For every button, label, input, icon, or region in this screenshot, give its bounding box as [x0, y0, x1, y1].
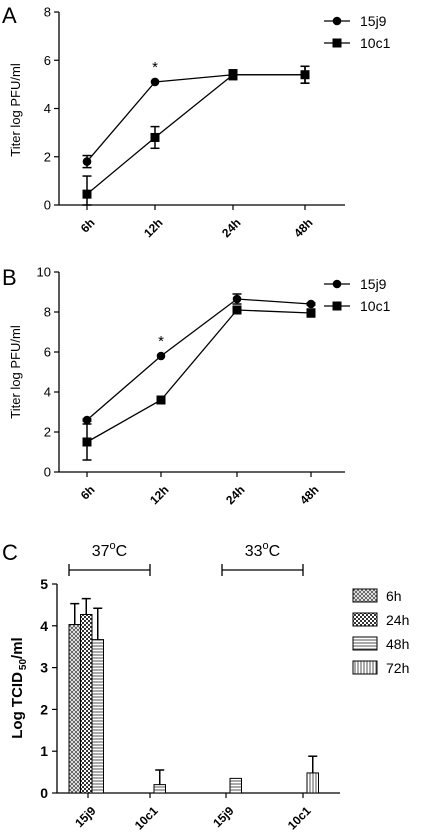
legend-swatch: [352, 660, 378, 675]
panel-b-label: B: [2, 265, 17, 290]
group-label-base: 33: [245, 543, 263, 560]
y-tick-label: 0: [44, 465, 51, 480]
bar-24h: [80, 614, 93, 794]
y-tick-label: 8: [44, 305, 51, 320]
group-label-sup: o: [110, 540, 116, 552]
point-15j9: [82, 415, 92, 425]
legend-marker-circle: [332, 279, 342, 289]
x-tick-label: 48h: [291, 216, 316, 241]
y-tick-label: 0: [44, 198, 51, 213]
panel-a-ylabel: Titer log PFU/ml: [8, 63, 23, 157]
legend-marker-circle: [332, 16, 342, 26]
point-10c1: [232, 305, 242, 315]
x-tick-label: 15j9: [72, 803, 99, 830]
y-tick-label: 2: [44, 425, 51, 440]
y-tick-label: 2: [44, 149, 51, 164]
panel-a-plot: 0 2 4 6 8 6h 12h 24h 48h * 15j9 10c1: [44, 5, 391, 241]
y-tick-label: 8: [44, 5, 51, 20]
x-tick-label: 12h: [147, 483, 172, 508]
x-tick-label: 6h: [78, 483, 98, 503]
point-10c1: [228, 70, 238, 80]
panel-c-ylabel-main: Log TCID: [9, 672, 26, 739]
legend-label: 48h: [386, 636, 409, 652]
panel-c-label: C: [2, 540, 18, 565]
group-label-base: 37: [92, 543, 110, 560]
point-10c1: [82, 189, 92, 199]
panel-c-ylabel-text: Log TCID50/ml: [9, 637, 29, 738]
point-15j9: [150, 77, 160, 87]
legend-label: 24h: [386, 612, 409, 628]
point-15j9: [232, 294, 242, 304]
legend-label: 10c1: [360, 298, 391, 314]
series-line-15j9: [86, 74, 305, 162]
y-tick-label: 5: [40, 576, 48, 592]
panel-c: C Log TCID50/ml 0 1 2 3 4 5 15j9 10c1 15j9 10c1 37…: [2, 540, 409, 832]
group-label: 33oC: [245, 540, 280, 560]
y-tick-label: 0: [40, 785, 48, 801]
panel-c-ylabel: Log TCID50/ml: [9, 637, 29, 738]
x-tick-label: 24h: [223, 483, 248, 508]
x-tick-label: 24h: [219, 216, 244, 241]
point-10c1: [150, 132, 160, 142]
x-tick-label: 12h: [141, 216, 166, 241]
legend-label: 10c1: [360, 35, 391, 51]
legend-label: 6h: [386, 588, 402, 604]
panel-c-ylabel-suffix: /ml: [9, 637, 26, 659]
y-tick-label: 1: [40, 743, 48, 759]
x-tick-label: 15j9: [210, 803, 237, 830]
point-10c1: [306, 308, 316, 318]
bar-48h: [153, 784, 166, 794]
group-label-unit: C: [116, 543, 128, 560]
legend-swatch: [352, 612, 378, 627]
panel-b-plot: 0 2 4 6 8 10 6h 12h 24h 48h * 15j9 10c1: [37, 265, 391, 508]
panel-b: B Titer log PFU/ml 0 2 4 6 8 10 6h 12h 24h 48h * 15…: [2, 265, 391, 508]
point-10c1: [300, 70, 310, 80]
legend-swatch: [352, 636, 378, 651]
y-tick-label: 2: [40, 701, 48, 717]
y-tick-label: 4: [44, 385, 51, 400]
legend-label: 15j9: [360, 13, 387, 29]
bar-72h: [306, 772, 319, 794]
point-15j9: [156, 351, 166, 361]
bar-6h: [68, 624, 81, 794]
panel-a-ylabel-text: Titer log PFU/ml: [8, 63, 23, 157]
y-tick-label: 10: [37, 265, 51, 280]
point-15j9: [306, 299, 316, 309]
series-line-10c1: [86, 74, 305, 195]
y-tick-label: 4: [40, 618, 48, 634]
significance-star: *: [152, 59, 158, 76]
panel-c-ylabel-sub: 50: [18, 659, 29, 671]
group-label: 37oC: [92, 540, 127, 560]
legend-label: 15j9: [360, 276, 387, 292]
bar-48h: [229, 777, 242, 794]
x-tick-label: 6h: [78, 216, 98, 236]
x-tick-label: 48h: [297, 483, 322, 508]
series-line-15j9: [86, 298, 312, 421]
y-tick-label: 3: [40, 660, 48, 676]
legend-marker-square: [332, 38, 342, 48]
panel-b-ylabel: Titer log PFU/ml: [8, 325, 23, 419]
legend-label: 72h: [386, 660, 409, 676]
group-label-unit: C: [269, 543, 281, 560]
legend-swatch: [352, 588, 378, 603]
group-label-sup: o: [263, 540, 269, 552]
x-tick-label: 10c1: [132, 803, 161, 832]
panel-a-label: A: [2, 3, 17, 28]
point-15j9: [82, 157, 92, 166]
y-tick-label: 6: [44, 53, 51, 68]
bar-48h: [91, 639, 104, 794]
panel-a: A Titer log PFU/ml 0 2 4 6 8 6h 12h 24h 48h * 15j9…: [2, 3, 391, 240]
y-tick-label: 4: [44, 101, 51, 116]
panel-b-ylabel-text: Titer log PFU/ml: [8, 325, 23, 419]
significance-star: *: [158, 333, 164, 350]
series-line-10c1: [86, 309, 312, 443]
legend-marker-square: [332, 301, 342, 311]
x-tick-label: 10c1: [285, 803, 314, 832]
point-10c1: [156, 395, 166, 405]
point-10c1: [82, 437, 92, 447]
y-tick-label: 6: [44, 345, 51, 360]
